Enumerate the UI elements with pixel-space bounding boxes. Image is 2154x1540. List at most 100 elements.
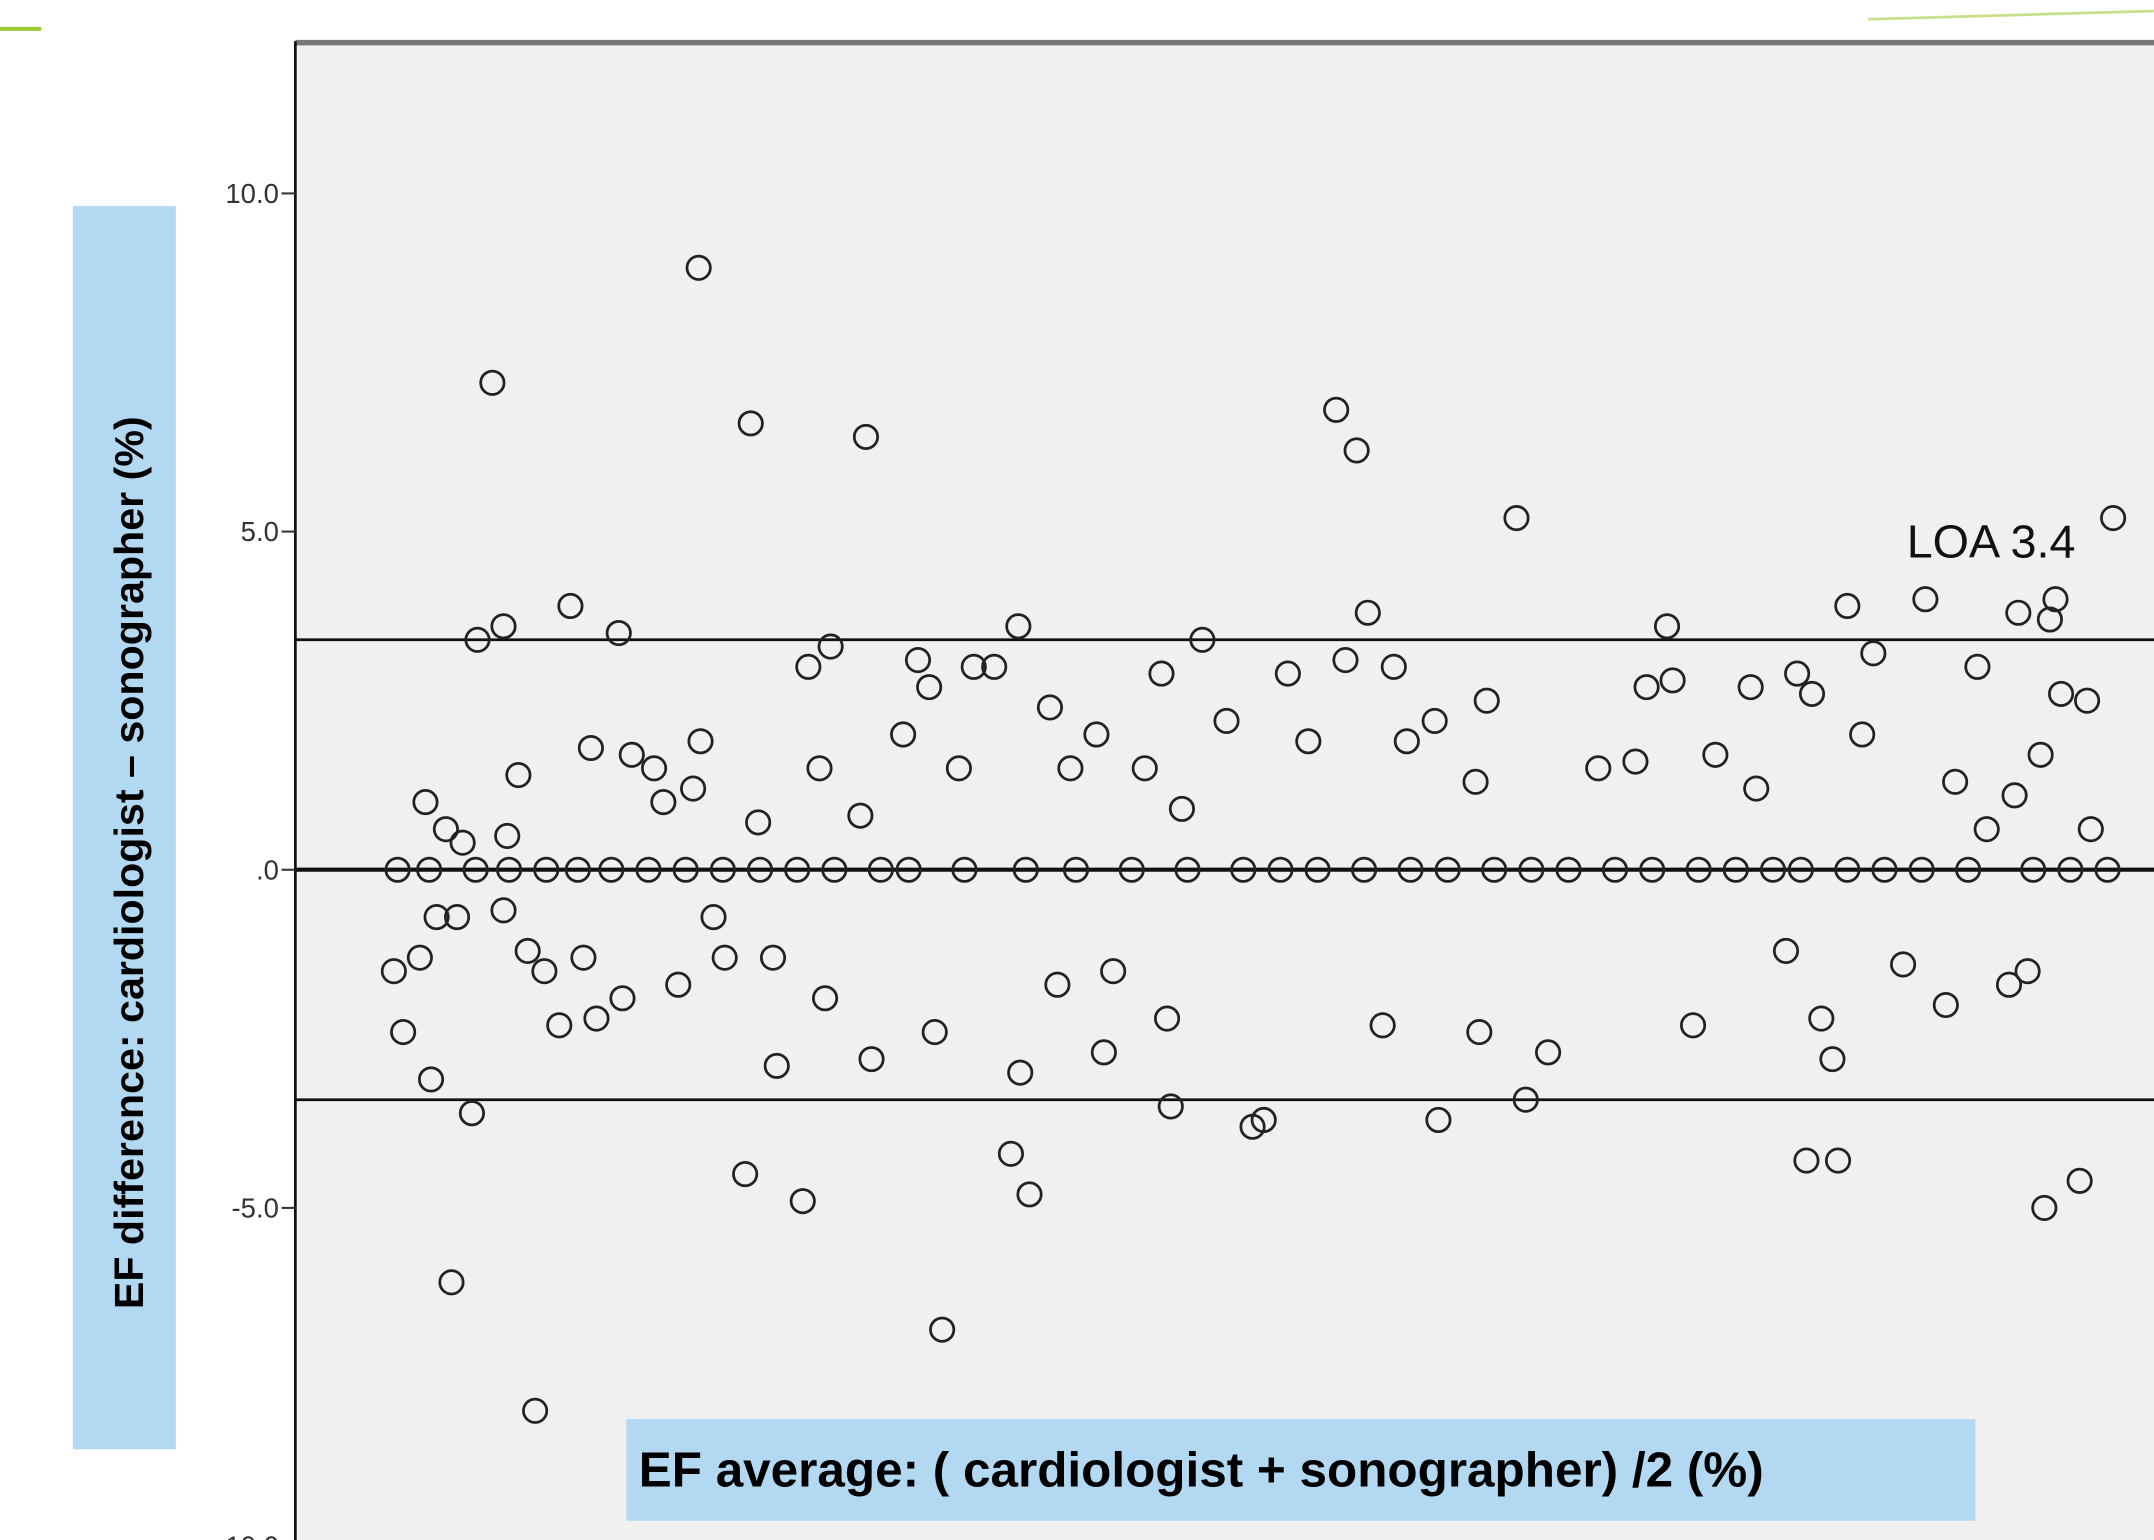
point — [847, 802, 874, 829]
point — [1871, 856, 1898, 883]
point — [1036, 694, 1064, 721]
point — [1473, 687, 1500, 714]
point — [412, 789, 439, 816]
point — [2066, 1167, 2093, 1194]
point — [605, 619, 632, 647]
point — [531, 958, 558, 985]
point — [1639, 856, 1666, 883]
plot-area — [295, 41, 2154, 1540]
point — [583, 1005, 610, 1032]
point — [618, 741, 645, 768]
point — [1012, 856, 1039, 883]
point — [2031, 1194, 2058, 1221]
point — [1784, 660, 1811, 687]
point — [1062, 856, 1090, 883]
point — [2005, 599, 2032, 626]
point — [867, 856, 894, 883]
point — [890, 721, 917, 748]
point — [1380, 653, 1407, 680]
point — [916, 674, 943, 701]
point — [1393, 728, 1420, 755]
x-axis-label: EF average: ( cardiologist + sonographer… — [639, 1442, 1764, 1497]
point — [1154, 1005, 1181, 1032]
point — [1622, 748, 1649, 775]
point — [1908, 856, 1935, 883]
point — [1819, 1046, 1846, 1073]
point — [2036, 606, 2063, 633]
point — [1702, 741, 1729, 768]
point — [423, 904, 450, 931]
point — [1425, 1106, 1452, 1134]
point — [1168, 795, 1195, 822]
point — [2077, 816, 2104, 843]
point — [490, 897, 517, 924]
y-axis-label: EF difference: cardiologist – sonographe… — [106, 416, 152, 1309]
point — [449, 829, 476, 856]
point — [1044, 971, 1071, 998]
point — [2074, 687, 2101, 714]
point — [557, 592, 584, 620]
point — [1332, 647, 1359, 674]
point — [1481, 856, 1508, 883]
point — [1890, 951, 1917, 978]
point — [514, 937, 541, 964]
point — [1083, 721, 1110, 748]
point — [609, 985, 636, 1012]
point — [746, 856, 774, 883]
point — [1131, 755, 1158, 782]
point — [2001, 782, 2028, 809]
point — [665, 971, 692, 998]
point — [462, 856, 489, 883]
point — [505, 762, 532, 789]
annotation: LOA 3.4 — [1907, 515, 2076, 567]
point — [1808, 1005, 1835, 1032]
point — [817, 633, 844, 660]
point — [1824, 1147, 1852, 1174]
point — [687, 728, 714, 755]
point — [1351, 856, 1378, 883]
point — [784, 856, 811, 883]
point — [1585, 755, 1612, 782]
point — [812, 985, 839, 1012]
point — [546, 1012, 573, 1039]
point — [1932, 991, 1959, 1019]
point — [1230, 856, 1257, 883]
point — [945, 755, 972, 782]
point — [2020, 856, 2047, 883]
point — [1267, 856, 1294, 883]
point — [2048, 680, 2075, 707]
point — [1343, 437, 1370, 464]
point — [1274, 660, 1301, 687]
point — [789, 1188, 816, 1215]
point — [2094, 856, 2121, 883]
point — [904, 647, 932, 674]
point — [2042, 586, 2069, 613]
point — [711, 944, 738, 971]
point — [895, 856, 922, 883]
point — [635, 856, 662, 883]
point — [929, 1316, 956, 1343]
y-tick-label: -5.0 — [232, 1193, 279, 1224]
point — [1793, 1147, 1820, 1174]
point — [2057, 856, 2084, 883]
point — [490, 613, 517, 640]
point — [390, 1019, 417, 1046]
point — [1250, 1106, 1277, 1134]
point — [1518, 856, 1545, 883]
point — [1680, 1012, 1707, 1039]
point — [2027, 741, 2054, 768]
point — [1016, 1181, 1043, 1208]
point — [1369, 1012, 1396, 1039]
point — [1323, 396, 1350, 423]
y-tick-label: -10.0 — [216, 1531, 279, 1540]
point — [1743, 775, 1770, 802]
point — [496, 856, 523, 883]
point — [1535, 1039, 1562, 1066]
point — [737, 410, 764, 437]
point — [806, 755, 833, 782]
decor-line — [1868, 9, 2154, 21]
point — [432, 816, 459, 843]
point — [852, 423, 880, 450]
point — [1354, 599, 1381, 626]
